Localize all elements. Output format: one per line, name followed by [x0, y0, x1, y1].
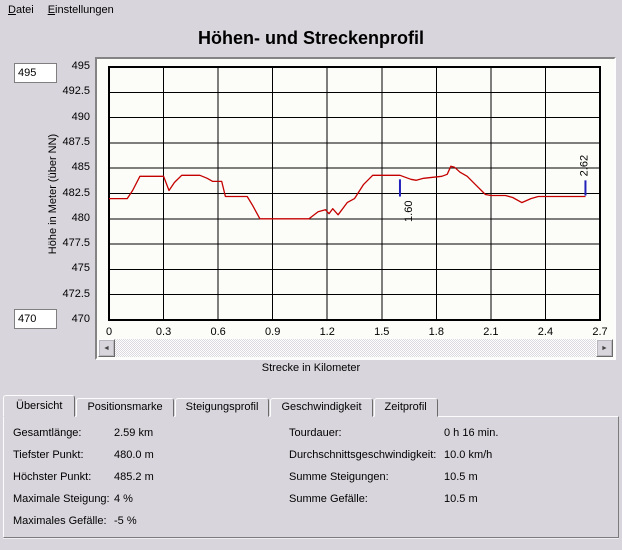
- y-tick-label: 477.5: [62, 237, 90, 250]
- stat-value: 0 h 16 min.: [444, 427, 499, 439]
- x-tick-label: 1.5: [374, 326, 389, 338]
- y-tick-label: 487.5: [62, 135, 90, 148]
- y-tick-label: 470: [71, 313, 90, 325]
- scroll-right-button[interactable]: ►: [596, 339, 613, 357]
- stat-row: Tourdauer: 0 h 16 min.: [289, 422, 498, 444]
- y-tick-label: 475: [71, 262, 90, 275]
- stat-row: Maximale Steigung: 4 %: [13, 488, 154, 510]
- x-tick-label: 2.1: [483, 326, 498, 338]
- stat-row: Höchster Punkt: 485.2 m: [13, 466, 154, 488]
- stat-value: 480.0 m: [114, 449, 154, 461]
- stat-label: Maximales Gefälle:: [13, 515, 107, 527]
- stat-value: 2.59 km: [114, 427, 154, 439]
- tab-zeitprofil[interactable]: Zeitprofil: [373, 398, 438, 417]
- menu-datei[interactable]: Datei: [2, 2, 40, 18]
- y-tick-label: 495: [71, 60, 90, 72]
- y-tick-label: 472.5: [62, 287, 90, 300]
- stat-value: 10.5 m: [444, 493, 478, 505]
- tab-geschwindigkeit[interactable]: Geschwindigkeit: [270, 398, 373, 417]
- y-tick-label: 482.5: [62, 186, 90, 199]
- x-tick-label: 0.6: [210, 326, 225, 338]
- y-axis-max-input[interactable]: [14, 63, 57, 83]
- menu-datei-label: atei: [15, 4, 34, 16]
- x-tick-label: 0: [106, 326, 112, 338]
- elevation-chart[interactable]: 1.60 2.62 0 0.3 0.6 0.9 1.2 1.5 1.8 2.1 2.4 2.7: [97, 59, 614, 338]
- stat-label: Tiefster Punkt:: [13, 449, 84, 461]
- x-tick-label: 2.4: [538, 326, 553, 338]
- stat-label: Maximale Steigung:: [13, 493, 110, 505]
- stat-value: 485.2 m: [114, 471, 154, 483]
- tab-uebersicht[interactable]: Übersicht: [3, 395, 76, 417]
- stat-row: Tiefster Punkt: 480.0 m: [13, 444, 154, 466]
- stat-label: Höchster Punkt:: [13, 471, 92, 483]
- tab-bar: Übersicht Positionsmarke Steigungsprofil Ge…: [3, 395, 439, 417]
- stat-row: Gesamtlänge: 2.59 km: [13, 422, 154, 444]
- stats-column-left: Gesamtlänge: 2.59 km Tiefster Punkt: 480.0 …: [13, 422, 154, 532]
- left-arrow-icon: ◄: [103, 344, 110, 352]
- stat-value: 10.0 km/h: [444, 449, 493, 461]
- stat-value: 4 %: [114, 493, 133, 505]
- stat-value: -5 %: [114, 515, 137, 527]
- menu-einstellungen-hotkey: E: [47, 4, 56, 16]
- stat-label: Gesamtlänge:: [13, 427, 82, 439]
- stat-value: 10.5 m: [444, 471, 478, 483]
- stat-label: Tourdauer:: [289, 427, 342, 439]
- stat-row: Summe Gefälle: 10.5 m: [289, 488, 498, 510]
- y-tick-label: 485: [71, 161, 90, 174]
- y-tick-label: 490: [71, 110, 90, 123]
- menu-einstellungen[interactable]: Einstellungen: [42, 2, 120, 18]
- chart-scrollbar[interactable]: ◄ ►: [98, 339, 613, 357]
- x-tick-label: 0.3: [156, 326, 171, 338]
- stat-row: Durchschnittsgeschwindigkeit: 10.0 km/h: [289, 444, 498, 466]
- y-axis-min-input[interactable]: [14, 309, 57, 329]
- y-tick-label: 492.5: [62, 85, 90, 98]
- scroll-left-button[interactable]: ◄: [98, 339, 115, 357]
- menu-datei-hotkey: D: [8, 4, 16, 16]
- scrollbar-track[interactable]: [115, 339, 596, 357]
- x-tick-label: 1.8: [429, 326, 444, 338]
- chart-title: Höhen- und Streckenprofil: [197, 28, 424, 48]
- stat-label: Summe Gefälle:: [289, 493, 368, 505]
- x-tick-label: 1.2: [320, 326, 335, 338]
- x-tick-label: 0.9: [265, 326, 280, 338]
- distance-marker-label: 1.60: [403, 201, 415, 222]
- right-arrow-icon: ►: [601, 344, 608, 352]
- x-axis-title: Strecke in Kilometer: [261, 362, 361, 374]
- tab-positionsmarke[interactable]: Positionsmarke: [76, 398, 174, 417]
- tab-panel: Gesamtlänge: 2.59 km Tiefster Punkt: 480.0 …: [3, 416, 619, 538]
- elevation-line: [109, 165, 586, 220]
- chart-panel: 1.60 2.62 0 0.3 0.6 0.9 1.2 1.5 1.8 2.1 2.4 2.7 ◄ ►: [95, 57, 616, 360]
- stat-row: Summe Steigungen: 10.5 m: [289, 466, 498, 488]
- stat-label: Durchschnittsgeschwindigkeit:: [289, 449, 437, 461]
- plot-border: [108, 66, 601, 321]
- menu-einstellungen-label: instellungen: [55, 4, 114, 16]
- tab-steigungsprofil[interactable]: Steigungsprofil: [174, 398, 270, 417]
- menu-bar: Datei Einstellungen: [0, 0, 622, 20]
- distance-marker-label: 2.62: [578, 155, 590, 176]
- stats-column-right: Tourdauer: 0 h 16 min. Durchschnittsgeschw…: [289, 422, 498, 510]
- stat-row: Maximales Gefälle: -5 %: [13, 510, 154, 532]
- x-tick-label: 2.7: [592, 326, 607, 338]
- y-tick-label: 480: [71, 211, 90, 224]
- stat-label: Summe Steigungen:: [289, 471, 389, 483]
